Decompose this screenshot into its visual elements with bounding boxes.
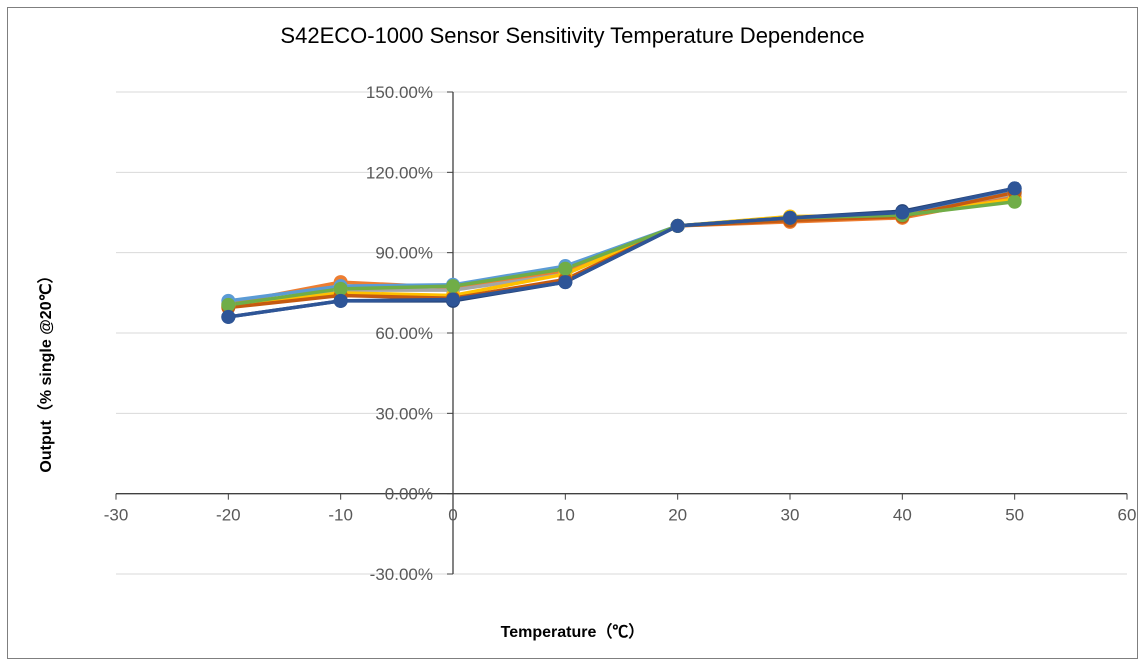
data-point [558,275,573,290]
y-tick-label: 90.00% [375,244,433,263]
x-tick-label: 30 [781,506,800,525]
gridlines [116,91,1127,575]
chart-title: S42ECO-1000 Sensor Sensitivity Temperatu… [280,23,865,48]
tick-labels: -30 -20 -10 0 10 20 30 40 50 60 -30.00% 0.00% 30.00%… [104,83,1137,584]
x-tick-label: -10 [328,506,353,525]
y-tick-label: 120.00% [366,163,433,182]
data-point [446,279,460,294]
x-tick-label: 20 [668,506,687,525]
data-point [895,205,910,220]
data-point [558,261,573,276]
data-point [333,293,348,308]
series [221,181,1022,324]
data-point [446,292,460,307]
y-tick-label: 0.00% [385,485,433,504]
x-tick-label: 60 [1118,506,1137,525]
x-axis-title: Temperature（℃） [500,624,645,641]
y-tick-label: 60.00% [375,324,433,343]
data-point [221,309,236,324]
y-tick-label: -30.00% [370,565,433,584]
series-line-7 [228,200,1015,307]
x-tick-label: 10 [556,506,575,525]
x-tick-label: 50 [1005,506,1024,525]
data-point [1007,194,1022,209]
data-point [783,210,797,225]
x-tick-label: 0 [448,506,457,525]
x-tick-label: -20 [216,506,241,525]
data-point [670,218,685,233]
data-point [1007,181,1022,196]
data-point [333,281,348,296]
data-point [221,297,236,312]
axes [115,91,1128,575]
x-tick-label: -30 [104,506,129,525]
x-tick-label: 40 [893,506,912,525]
y-tick-label: 30.00% [375,404,433,423]
y-tick-label: 150.00% [366,83,433,102]
series-line-8 [228,186,1016,319]
